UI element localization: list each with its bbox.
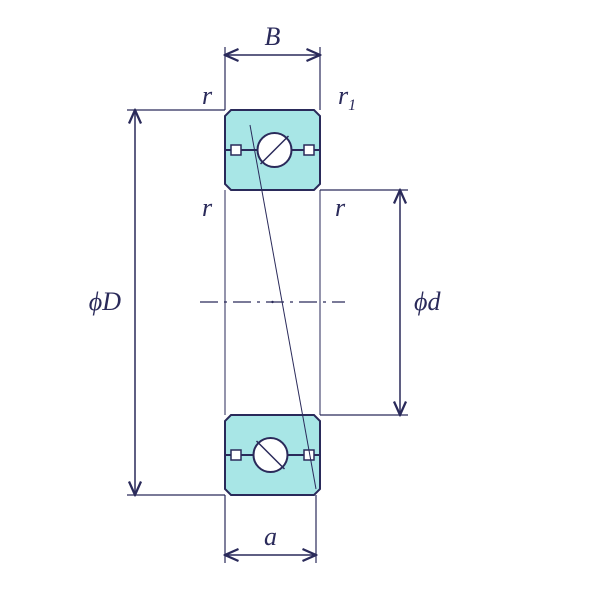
cage	[231, 450, 241, 460]
cage	[304, 145, 314, 155]
label-r-inner-right: r	[335, 193, 346, 222]
label-B: B	[265, 22, 281, 51]
label-r-inner-left: r	[202, 193, 213, 222]
cage	[231, 145, 241, 155]
label-r-top-left: r	[202, 81, 213, 110]
label-phid: ϕd	[414, 287, 441, 316]
label-phiD: ϕD	[89, 287, 121, 316]
bearing-diagram: Br r1 r r ϕD ϕd a	[0, 0, 600, 600]
label-r1: r1	[338, 81, 356, 114]
label-a: a	[264, 522, 277, 551]
